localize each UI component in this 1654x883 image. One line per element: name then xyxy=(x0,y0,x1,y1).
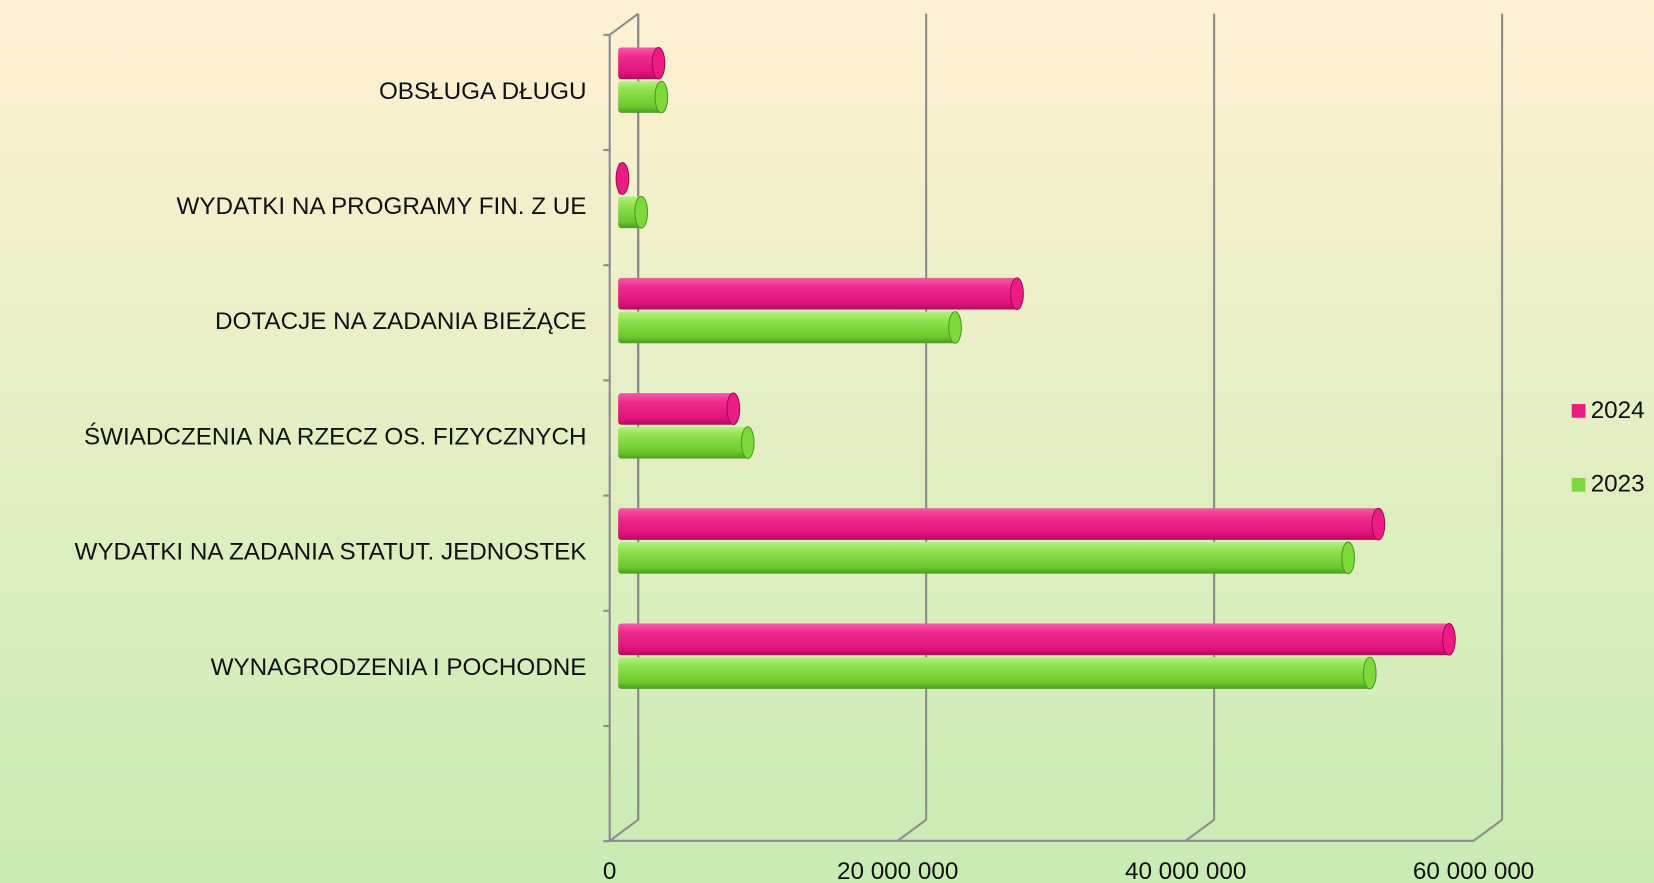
y-tick-label: ŚWIADCZENIA NA RZECZ OS. FIZYCZNYCH xyxy=(84,422,587,450)
bar-cap xyxy=(1371,507,1386,541)
bar-cap xyxy=(1010,277,1024,311)
bar xyxy=(618,311,956,344)
legend-label: 2023 xyxy=(1591,471,1645,498)
bar xyxy=(618,623,1449,656)
bar xyxy=(618,47,659,80)
bar-cap xyxy=(740,426,755,460)
x-tick-label: 0 xyxy=(603,858,616,883)
x-tick-label: 40 000 000 xyxy=(1125,858,1246,883)
legend-swatch xyxy=(1571,404,1586,418)
bar xyxy=(618,277,1017,310)
bar-cap xyxy=(615,162,630,195)
y-tick-label: DOTACJE NA ZADANIA BIEŻĄCE xyxy=(215,308,586,335)
bar-cap xyxy=(1362,656,1377,690)
bar xyxy=(618,81,662,113)
legend-swatch xyxy=(1571,477,1586,492)
bar xyxy=(618,657,1370,689)
y-tick-label: WYNAGRODZENIA I POCHODNE xyxy=(211,654,587,681)
bar-cap xyxy=(948,311,962,344)
bar xyxy=(618,542,1349,574)
y-tick-label: WYDATKI NA ZADANIA STATUT. JEDNOSTEK xyxy=(75,539,587,566)
grid-line xyxy=(1472,13,1504,842)
bar-cap xyxy=(1341,541,1356,575)
bar xyxy=(618,508,1379,540)
bar-cap xyxy=(651,46,666,80)
x-tick-label: 60 000 000 xyxy=(1413,858,1534,883)
bar-cap xyxy=(726,392,741,426)
bar xyxy=(618,426,748,459)
bar-cap xyxy=(1442,622,1456,656)
y-tick-label: WYDATKI NA PROGRAMY FIN. Z UE xyxy=(176,193,586,220)
x-tick-label: 20 000 000 xyxy=(837,858,958,883)
bar-cap xyxy=(654,80,669,114)
grid-line xyxy=(1185,13,1216,842)
bar xyxy=(618,393,734,425)
legend-label: 2024 xyxy=(1591,397,1645,424)
bar-cap xyxy=(634,195,649,229)
y-tick-label: OBSŁUGA DŁUGU xyxy=(379,78,587,105)
